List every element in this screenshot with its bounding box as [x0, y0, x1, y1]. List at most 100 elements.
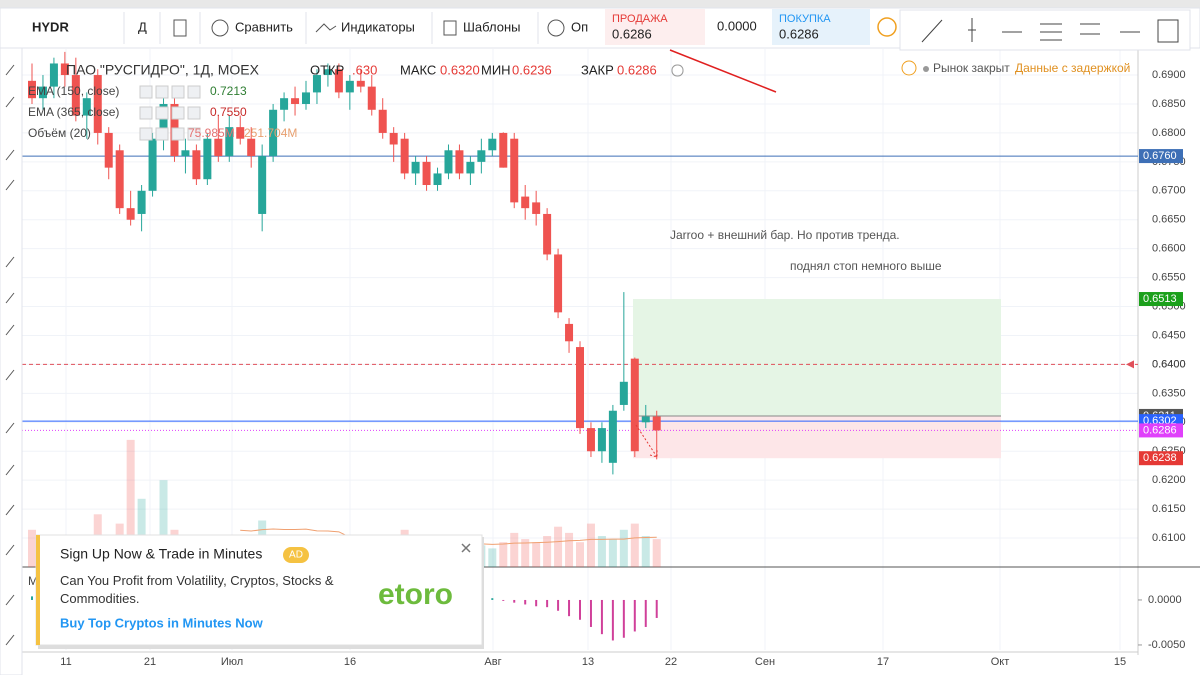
ad-badge-bg — [283, 547, 309, 563]
candle-body — [258, 156, 267, 214]
sell-box[interactable] — [605, 9, 705, 45]
interval[interactable]: Д — [138, 19, 147, 34]
level-label: 0.6238 — [1143, 452, 1177, 464]
volume-bar — [137, 498, 146, 567]
market-status: Рынок закрыт — [933, 61, 1010, 75]
volume-bar — [521, 539, 530, 567]
level-badge — [1139, 451, 1183, 466]
high-label: МАКС — [400, 62, 436, 77]
drawing-tool[interactable] — [921, 19, 943, 43]
drawing-tool[interactable] — [1080, 23, 1100, 35]
indicator-button[interactable] — [139, 127, 153, 141]
candle-body — [455, 150, 464, 174]
macd-tick-label: 0.0000 — [1148, 594, 1182, 606]
ad-link[interactable]: Buy Top Cryptos in Minutes Now — [60, 615, 264, 630]
close-value: 0.6286 — [617, 62, 657, 77]
left-tool[interactable] — [5, 96, 15, 108]
left-tool[interactable] — [5, 149, 15, 161]
x-tick-label: 22 — [665, 656, 677, 668]
indicator-button[interactable] — [155, 106, 169, 120]
open-value: .630 — [352, 62, 377, 77]
indicator-button[interactable] — [171, 127, 185, 141]
indicator-button[interactable] — [155, 127, 169, 141]
compare-icon — [211, 19, 229, 37]
candle-body — [543, 213, 552, 255]
drawing-tool[interactable] — [1040, 23, 1062, 41]
indicators[interactable]: Индикаторы — [341, 19, 415, 34]
left-tool[interactable] — [5, 634, 15, 646]
drawing-tool[interactable] — [968, 18, 976, 42]
open-label: ОТКР — [310, 62, 344, 77]
left-tool[interactable] — [5, 292, 15, 304]
annotation-line — [669, 49, 777, 93]
left-tool[interactable] — [5, 594, 15, 606]
info-icon[interactable] — [877, 17, 897, 37]
left-tool[interactable] — [5, 324, 15, 336]
volume-bar — [630, 523, 639, 567]
left-tool[interactable] — [5, 256, 15, 268]
left-tool[interactable] — [5, 64, 15, 76]
y-tick-label: 0.6700 — [1152, 185, 1186, 197]
stop-zone — [633, 415, 1001, 459]
left-tool[interactable] — [5, 504, 15, 516]
candle-body — [49, 63, 58, 87]
candle-body — [280, 98, 289, 110]
y-tick-label: 0.6550 — [1152, 272, 1186, 284]
left-tool[interactable] — [5, 179, 15, 191]
y-tick-label: 0.6600 — [1152, 243, 1186, 255]
ad-text-box: Can You Profit from Volatility, Cryptos,… — [60, 573, 334, 606]
candle-body — [203, 138, 212, 180]
buy-box[interactable] — [772, 9, 870, 45]
candle-body — [466, 161, 475, 174]
x-tick-label: Июл — [221, 656, 243, 668]
x-tick-label: 11 — [60, 656, 71, 668]
plot: 0.69000.68500.68000.67500.67000.66500.66… — [22, 49, 1200, 668]
candle-body — [652, 416, 661, 431]
candle-body — [225, 127, 234, 157]
drawing-tool[interactable] — [1157, 19, 1179, 43]
candle-body — [93, 75, 102, 133]
low-value: 0.6236 — [512, 62, 552, 77]
candle-icon[interactable] — [173, 19, 187, 37]
ad-close[interactable] — [461, 543, 471, 553]
candle-body — [126, 208, 135, 220]
candle-body — [181, 150, 190, 157]
indicator-button[interactable] — [139, 85, 153, 99]
indicator-button[interactable] — [155, 85, 169, 99]
indicator-button[interactable] — [187, 85, 201, 99]
candle-body — [291, 98, 300, 104]
templates[interactable]: Шаблоны — [463, 19, 521, 34]
candle-body — [444, 150, 453, 174]
macd-tick-label: -0.0050 — [1148, 639, 1185, 651]
candle-body — [499, 132, 508, 168]
candle-body — [608, 410, 617, 463]
other[interactable]: Оп — [571, 19, 588, 34]
level-badge — [1139, 292, 1183, 307]
x-tick-label: 16 — [344, 656, 356, 668]
left-tool[interactable] — [5, 422, 15, 434]
left-tool[interactable] — [5, 544, 15, 556]
candle-body — [619, 381, 628, 405]
status-dot — [923, 66, 929, 72]
symbol[interactable]: HYDR — [32, 19, 69, 34]
x-tick-label: 17 — [877, 656, 889, 668]
indicator-button[interactable] — [187, 127, 201, 141]
candle-body — [269, 109, 278, 157]
candle-body — [137, 190, 146, 214]
left-tool[interactable] — [5, 369, 15, 381]
indicator-button[interactable] — [171, 85, 185, 99]
x-tick-label: 13 — [582, 656, 594, 668]
indicator-button[interactable] — [171, 106, 185, 120]
volume-bar — [608, 539, 617, 567]
indicator-name: EMA (365, close) — [28, 105, 119, 119]
ad-popup[interactable] — [35, 534, 483, 646]
indicator-button[interactable] — [187, 106, 201, 120]
indicator-button[interactable] — [139, 106, 153, 120]
left-tool[interactable] — [5, 464, 15, 476]
candle-body — [71, 75, 80, 116]
volume-bar — [543, 536, 552, 567]
candle-body — [477, 150, 486, 162]
y-tick-label: 0.6100 — [1152, 532, 1186, 544]
compare[interactable]: Сравнить — [235, 19, 293, 34]
